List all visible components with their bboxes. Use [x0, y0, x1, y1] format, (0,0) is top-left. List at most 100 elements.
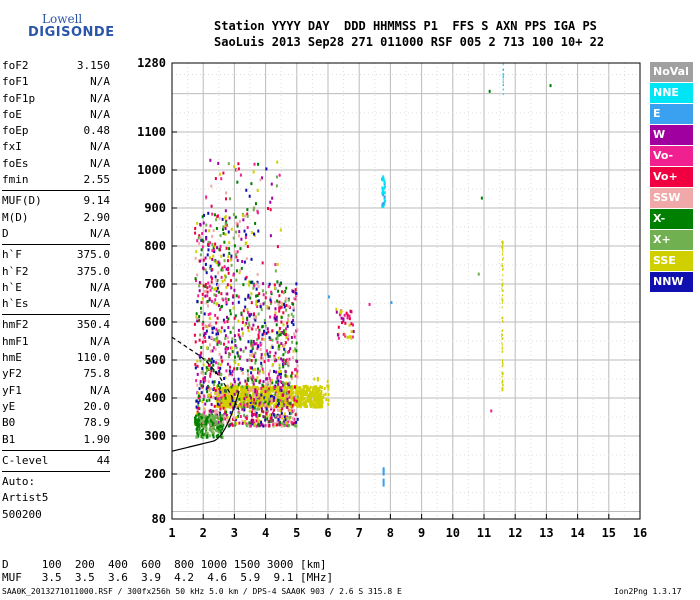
echo-point: [209, 264, 212, 268]
echo-point: [243, 405, 246, 409]
echo-point: [268, 399, 271, 403]
echo-point: [196, 372, 199, 376]
echo-point: [290, 393, 293, 397]
echo-point: [290, 397, 293, 401]
echo-point: [269, 405, 272, 409]
echo-point: [223, 417, 226, 421]
echo-point: [501, 242, 503, 245]
echo-point: [238, 335, 241, 339]
echo-point: [207, 394, 210, 398]
x-tick-label: 4: [262, 526, 269, 540]
echo-point: [217, 329, 220, 333]
echo-point: [288, 395, 291, 399]
echo-point: [227, 355, 230, 359]
echo-point: [243, 404, 246, 408]
echo-point: [295, 412, 298, 416]
echo-point: [202, 397, 205, 401]
echo-point: [234, 215, 237, 219]
echo-point: [278, 347, 281, 351]
echo-point: [281, 423, 284, 427]
echo-point: [255, 394, 258, 398]
echo-point: [266, 327, 269, 331]
echo-point: [317, 395, 320, 399]
echo-point: [304, 404, 307, 408]
echo-point: [262, 401, 265, 405]
echo-point: [236, 258, 239, 262]
echo-point: [198, 412, 201, 416]
echo-point: [215, 420, 218, 424]
echo-point: [295, 349, 298, 353]
echo-point: [305, 387, 308, 391]
echo-point: [250, 418, 253, 422]
echo-point: [202, 363, 205, 367]
echo-point: [274, 396, 277, 400]
echo-point: [217, 362, 220, 366]
echo-point: [501, 342, 503, 345]
echo-point: [302, 392, 305, 396]
echo-point: [199, 282, 202, 286]
echo-point: [253, 395, 256, 399]
echo-point: [276, 403, 279, 407]
echo-point: [283, 412, 286, 416]
echo-point: [258, 422, 261, 426]
echo-point: [273, 395, 276, 399]
echo-point: [209, 349, 212, 353]
echo-point: [209, 312, 212, 316]
echo-point: [309, 392, 312, 396]
echo-point: [216, 393, 219, 397]
echo-point: [502, 282, 504, 285]
echo-point: [205, 418, 208, 422]
echo-point: [209, 424, 212, 428]
echo-point: [291, 405, 294, 409]
echo-point: [210, 422, 213, 426]
echo-point: [317, 387, 320, 391]
echo-point: [240, 390, 243, 394]
echo-point: [296, 399, 299, 403]
echo-point: [229, 365, 232, 369]
echo-point: [242, 390, 245, 394]
echo-point: [348, 323, 351, 327]
echo-point: [502, 384, 504, 387]
echo-point: [266, 409, 269, 413]
echo-point: [229, 312, 232, 316]
echo-point: [219, 430, 222, 434]
echo-point: [238, 271, 241, 275]
echo-point: [240, 399, 243, 403]
echo-point: [225, 292, 228, 296]
echo-point: [383, 185, 386, 189]
echo-point: [250, 395, 253, 399]
param-row: foF2 3.150: [2, 58, 110, 74]
echo-point: [235, 391, 238, 395]
echo-point: [217, 425, 220, 429]
echo-point: [252, 323, 255, 327]
echo-point: [239, 401, 242, 405]
echo-point: [195, 421, 198, 425]
echo-point: [382, 483, 385, 487]
echo-point: [288, 409, 291, 413]
echo-point: [295, 391, 298, 395]
echo-point: [265, 291, 268, 295]
echo-point: [195, 250, 198, 254]
echo-point: [243, 403, 246, 407]
echo-point: [242, 218, 245, 222]
echo-point: [224, 215, 227, 219]
echo-point: [502, 246, 504, 249]
echo-point: [227, 398, 230, 402]
echo-point: [231, 301, 234, 305]
param-value: N/A: [90, 140, 110, 154]
echo-point: [256, 338, 259, 342]
echo-point: [200, 391, 203, 395]
echo-point: [274, 415, 277, 419]
echo-point: [205, 329, 208, 333]
echo-point: [219, 425, 222, 429]
echo-point: [246, 414, 249, 418]
echo-point: [231, 402, 234, 406]
echo-point: [296, 375, 299, 379]
echo-point: [292, 386, 295, 390]
echo-point: [284, 359, 287, 363]
echo-point: [502, 289, 504, 292]
echo-point: [382, 478, 385, 482]
echo-point: [252, 317, 255, 321]
echo-point: [276, 415, 279, 419]
echo-point: [293, 421, 296, 425]
